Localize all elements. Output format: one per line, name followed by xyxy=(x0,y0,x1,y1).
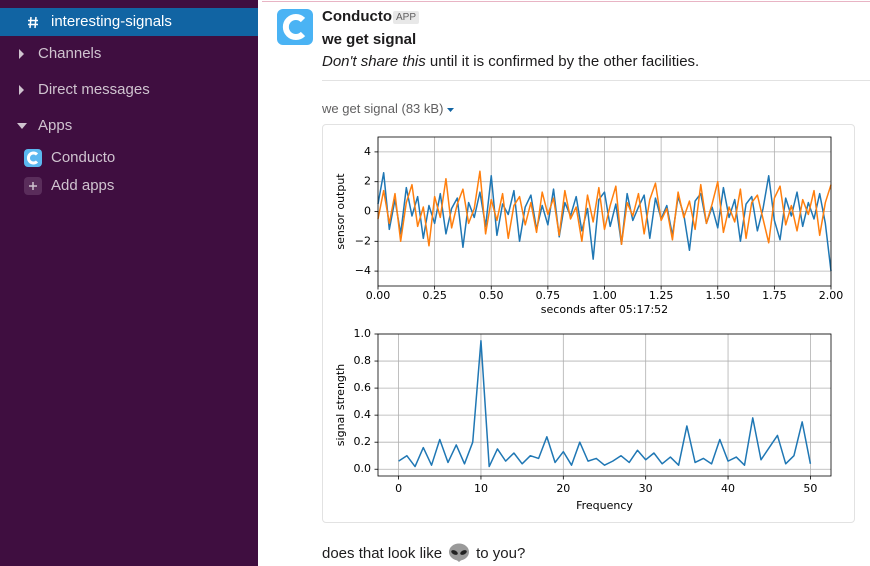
y-axis-label: signal strength xyxy=(334,364,347,446)
plot-frame xyxy=(377,136,832,287)
reply-text: does that look like to you? xyxy=(322,543,525,563)
file-preview[interactable]: 0.00 0.25 0.50 0.75 1.00 1.25 1.50 1.75 2.00 −4 −2… xyxy=(322,124,855,523)
section-toggle[interactable]: Apps xyxy=(0,112,258,140)
sidebar: interesting-signals Channels Direct mess… xyxy=(0,0,258,566)
y-tick-label: 2 xyxy=(364,175,371,188)
author[interactable]: Conducto xyxy=(322,8,392,25)
section-label: Channels xyxy=(38,45,102,62)
section-label: Direct messages xyxy=(38,81,150,98)
x-tick-label: 0 xyxy=(395,482,402,495)
channel-item[interactable]: interesting-signals xyxy=(0,8,258,36)
divider xyxy=(262,1,870,2)
x-tick-label: 1.50 xyxy=(706,289,731,302)
x-tick-label: 0.75 xyxy=(536,289,561,302)
y-tick-label: 0.0 xyxy=(354,462,372,475)
x-tick-label: 0.50 xyxy=(479,289,504,302)
reply-before: does that look like xyxy=(322,544,443,562)
x-tick-label: 0.25 xyxy=(422,289,447,302)
app-item[interactable]: Conducto xyxy=(0,144,258,172)
section-label: Apps xyxy=(38,117,73,134)
chart: 0.00 0.25 0.50 0.75 1.00 1.25 1.50 1.75 2.00−4−2… xyxy=(334,136,844,512)
x-tick-label: 40 xyxy=(721,482,735,495)
y-tick-label: 0.6 xyxy=(354,381,372,394)
y-tick-label: 0 xyxy=(364,205,371,218)
y-tick-label: 0.2 xyxy=(354,435,372,448)
plot-frame xyxy=(377,333,832,477)
y-axis-label: sensor output xyxy=(334,173,347,250)
alien-emoji xyxy=(449,543,470,562)
app-badge: APP xyxy=(393,11,420,24)
x-axis-label: Frequency xyxy=(576,499,633,512)
message-body: until it is confirmed by the other facil… xyxy=(429,53,700,70)
y-tick-label: 4 xyxy=(364,145,371,158)
x-tick-label: 50 xyxy=(803,482,817,495)
y-tick-label: 0.4 xyxy=(354,408,372,421)
x-tick-label: 20 xyxy=(556,482,570,495)
caret xyxy=(17,123,27,129)
data-line xyxy=(377,170,832,247)
x-tick-label: 1.75 xyxy=(762,289,787,302)
section-toggle[interactable]: Direct messages xyxy=(0,76,258,104)
section-toggle[interactable]: Channels xyxy=(0,40,258,68)
file-header[interactable]: we get signal (83 kB) xyxy=(322,101,455,116)
x-axis-label: seconds after 05:17:52 xyxy=(541,303,668,316)
app-name: Conducto xyxy=(51,149,116,166)
add-apps-label: Add apps xyxy=(51,177,115,194)
y-tick-label: −2 xyxy=(355,234,371,247)
file-name: we get signal (83 kB) xyxy=(322,101,444,116)
app-icon xyxy=(24,149,42,167)
reply-after: to you? xyxy=(476,544,526,562)
data-line xyxy=(398,340,812,468)
separator xyxy=(322,80,870,81)
x-tick-label: 1.00 xyxy=(592,289,617,302)
channel-name: interesting-signals xyxy=(51,13,172,30)
y-tick-label: 1.0 xyxy=(354,327,372,340)
message-title: we get signal xyxy=(322,31,417,48)
data-line xyxy=(377,172,832,272)
x-tick-label: 0.00 xyxy=(366,289,391,302)
caret xyxy=(19,49,24,59)
file-caret xyxy=(447,108,455,112)
emphasis: Don't share this xyxy=(322,53,426,70)
x-tick-label: 2.00 xyxy=(819,289,844,302)
plus-icon xyxy=(24,177,42,195)
avatar xyxy=(277,9,313,45)
x-tick-label: 1.25 xyxy=(649,289,674,302)
y-tick-label: 0.8 xyxy=(354,354,372,367)
hash-icon xyxy=(28,16,38,29)
y-tick-label: −4 xyxy=(355,264,371,277)
add-apps[interactable]: Add apps xyxy=(0,172,258,200)
x-tick-label: 10 xyxy=(474,482,488,495)
message-text: Don't share this until it is confirmed b… xyxy=(322,53,699,70)
x-tick-label: 30 xyxy=(639,482,653,495)
caret xyxy=(19,85,24,95)
